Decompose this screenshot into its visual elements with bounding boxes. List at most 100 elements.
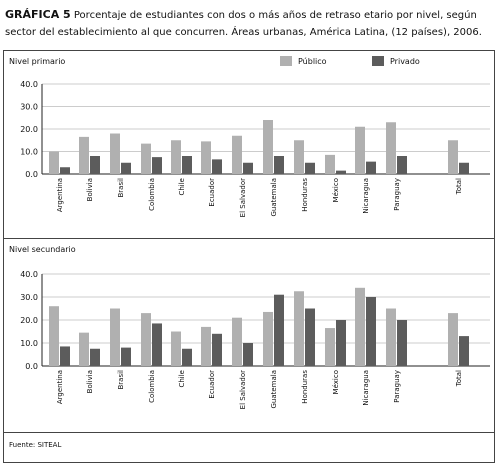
secundario-bar-publico (110, 308, 120, 366)
secundario-x-tick-label: Nicaragua (362, 370, 370, 406)
primario-bar-privado (121, 162, 131, 174)
primario-x-tick-label: Paraguay (393, 178, 401, 211)
primario-bar-publico (141, 143, 151, 174)
figure-title-lead: GRÁFICA 5 (5, 8, 71, 21)
secundario-x-tick-label: Guatemala (270, 370, 278, 409)
primario-bar-publico (110, 133, 120, 174)
secundario-bar-publico (171, 331, 181, 366)
panel-title-primario: Nivel primario (9, 57, 66, 66)
secundario-x-tick-label: Argentina (56, 370, 64, 404)
footer-divider (3, 432, 495, 433)
source-note: Fuente: SITEAL (9, 441, 62, 449)
primario-bar-privado (459, 162, 469, 174)
primario-bar-privado (336, 170, 346, 174)
primario-x-tick-label: Honduras (301, 178, 309, 212)
primario-x-tick-label: El Salvador (239, 178, 247, 217)
primario-bar-publico (263, 120, 273, 174)
primario-x-tick-label: Chile (178, 178, 186, 196)
secundario-bar-publico (294, 291, 304, 366)
secundario-y-tick-label: 30.0 (20, 293, 38, 302)
secundario-bar-privado (459, 336, 469, 366)
primario-x-tick-label: Bolivia (86, 178, 94, 201)
legend-swatch-privado (372, 56, 384, 66)
secundario-bar-privado (336, 320, 346, 366)
primario-x-tick-label: Colombia (148, 178, 156, 211)
secundario-bar-publico (355, 287, 365, 366)
primario-bar-publico (294, 140, 304, 174)
secundario-x-tick-label: Brasil (117, 370, 125, 390)
primario-bar-publico (79, 136, 89, 174)
primario-y-tick-label: 30.0 (20, 103, 38, 112)
secundario-x-tick-label: Honduras (301, 370, 309, 404)
secundario-bar-privado (182, 348, 192, 366)
secundario-x-tick-label: Colombia (148, 370, 156, 403)
primario-x-tick-label: Argentina (56, 178, 64, 212)
legend-swatch-publico (280, 56, 292, 66)
legend-label-privado: Privado (390, 56, 420, 66)
primario-bar-privado (60, 167, 70, 174)
primario-bar-publico (386, 122, 396, 174)
secundario-x-tick-label: Chile (178, 370, 186, 388)
secundario-bar-publico (325, 328, 335, 366)
primario-bar-privado (366, 161, 376, 174)
secundario-x-tick-label: Paraguay (393, 370, 401, 403)
primario-x-tick-label: Ecuador (208, 178, 216, 207)
primario-x-tick-label: Brasil (117, 178, 125, 198)
primario-bar-privado (274, 156, 284, 174)
primario-x-tick-label: Total (455, 178, 463, 195)
primario-y-tick-label: 40.0 (20, 80, 38, 89)
primario-y-tick-label: 20.0 (20, 125, 38, 134)
primario-bar-privado (305, 162, 315, 174)
primario-bar-publico (355, 126, 365, 174)
secundario-bar-publico (49, 306, 59, 366)
secundario-bar-publico (232, 317, 242, 366)
secundario-bar-privado (60, 346, 70, 366)
legend-item-privado: Privado (372, 56, 420, 66)
panel-title-secundario: Nivel secundario (9, 245, 76, 254)
primario-x-tick-label: Guatemala (270, 178, 278, 217)
figure-frame (3, 50, 495, 463)
secundario-x-tick-label: El Salvador (239, 370, 247, 409)
secundario-bar-privado (397, 320, 407, 366)
figure-title: GRÁFICA 5 Porcentaje de estudiantes con … (5, 6, 495, 41)
secundario-y-tick-label: 40.0 (20, 270, 38, 279)
secundario-bar-privado (243, 343, 253, 366)
legend-item-publico: Público (280, 56, 327, 66)
secundario-bar-publico (448, 313, 458, 366)
legend-label-publico: Público (298, 56, 327, 66)
secundario-y-tick-label: 10.0 (20, 339, 38, 348)
secundario-x-tick-label: México (332, 370, 340, 394)
primario-bar-privado (152, 157, 162, 174)
figure-title-text: Porcentaje de estudiantes con dos o más … (5, 10, 482, 38)
primario-bar-publico (49, 151, 59, 174)
secundario-bar-publico (263, 311, 273, 366)
primario-bar-privado (182, 156, 192, 174)
primario-bar-publico (325, 154, 335, 174)
primario-y-tick-label: 0.0 (25, 170, 38, 179)
secundario-bar-publico (386, 308, 396, 366)
panel-divider (3, 238, 495, 239)
secundario-y-tick-label: 0.0 (25, 362, 38, 371)
secundario-x-tick-label: Ecuador (208, 370, 216, 399)
secundario-bar-privado (212, 333, 222, 366)
primario-x-tick-label: México (332, 178, 340, 202)
secundario-bar-privado (121, 347, 131, 366)
secundario-y-tick-label: 20.0 (20, 316, 38, 325)
primario-bar-publico (448, 140, 458, 174)
secundario-bar-privado (305, 308, 315, 366)
secundario-bar-privado (274, 294, 284, 366)
primario-bar-privado (90, 156, 100, 174)
primario-y-tick-label: 10.0 (20, 148, 38, 157)
primario-x-tick-label: Nicaragua (362, 178, 370, 214)
secundario-bar-privado (366, 297, 376, 366)
secundario-bar-publico (141, 313, 151, 366)
secundario-bar-publico (79, 332, 89, 366)
secundario-bar-privado (90, 348, 100, 366)
primario-bar-privado (243, 162, 253, 174)
primario-bar-privado (212, 159, 222, 174)
secundario-bar-publico (201, 326, 211, 366)
primario-bar-publico (232, 135, 242, 174)
primario-bar-privado (397, 156, 407, 174)
